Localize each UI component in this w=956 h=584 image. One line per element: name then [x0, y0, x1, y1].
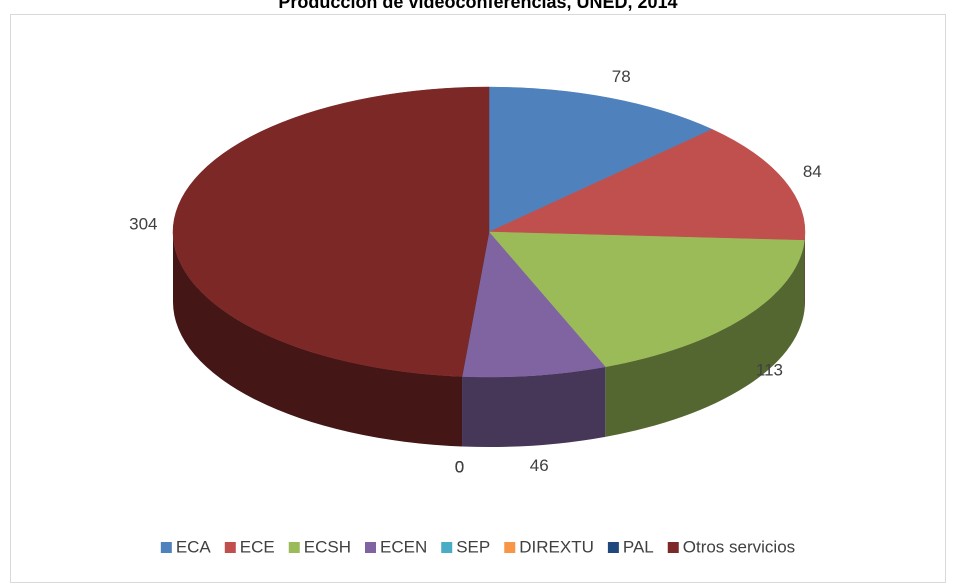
data-label: 78 [612, 67, 631, 86]
legend-label: SEP [456, 537, 490, 556]
chart-title: Producción de videoconferencias, UNED, 2… [278, 0, 677, 12]
legend-label: ECA [176, 537, 212, 556]
data-label: 84 [803, 162, 822, 181]
legend-swatch [160, 542, 172, 553]
legend-swatch [504, 542, 516, 553]
legend-swatch [224, 542, 236, 553]
data-label: 0 [455, 458, 464, 477]
pie-side [173, 232, 463, 447]
data-label: 46 [530, 456, 549, 475]
legend-swatch [364, 542, 376, 553]
legend-swatch [288, 542, 300, 553]
legend-swatch [667, 542, 679, 553]
data-label: 304 [129, 214, 157, 233]
pie-side [804, 232, 805, 311]
data-label: 0 [455, 458, 464, 477]
pie-side [462, 366, 606, 448]
pie-slice [488, 129, 806, 241]
legend-label: DIREXTU [519, 537, 594, 556]
legend-label: PAL [623, 537, 654, 556]
data-label: 113 [756, 360, 783, 379]
pie-slice [172, 86, 490, 377]
legend-swatch [441, 542, 453, 553]
legend-label: ECEN [380, 537, 427, 556]
legend-label: ECSH [304, 537, 351, 556]
pie-slice [488, 86, 713, 233]
data-label: 0 [455, 458, 464, 477]
legend-swatch [607, 542, 619, 553]
pie-side [605, 240, 805, 437]
pie-slice [488, 231, 805, 368]
legend-label: Otros servicios [683, 537, 795, 556]
legend-label: ECE [240, 537, 275, 556]
pie-slice [461, 231, 606, 378]
